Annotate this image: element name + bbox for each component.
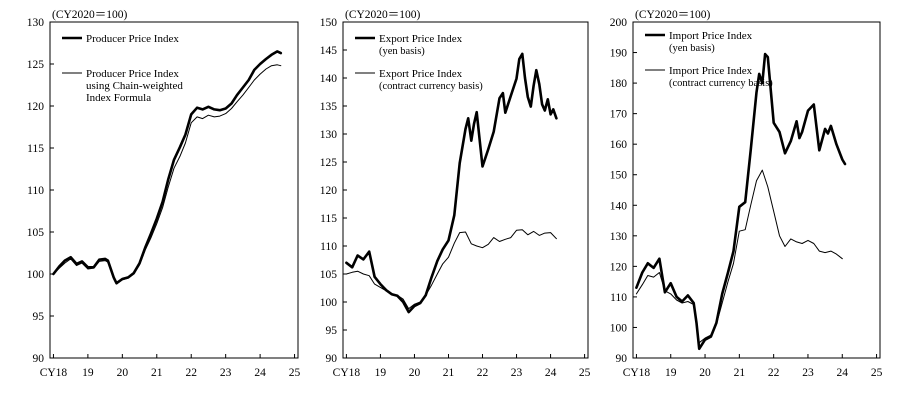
- chart-panel-3: (CY2020＝100) 90 100 110 120 130 140 150 160 170 18…: [610, 9, 883, 379]
- series-line-1: [345, 52, 558, 314]
- y-tick-label: 145: [320, 45, 338, 57]
- unit-label: (CY2020＝100): [52, 9, 128, 21]
- legend-label: Import Price Index: [669, 30, 753, 42]
- x-tick-label: 20: [699, 367, 711, 379]
- y-tick-label: 105: [27, 227, 45, 239]
- y-tick-label: 150: [610, 170, 628, 182]
- y-tick-label: 125: [320, 157, 338, 169]
- series-line-2: [52, 64, 282, 285]
- x-tick-label: CY18: [40, 367, 68, 379]
- y-tick-label: 100: [27, 269, 45, 281]
- chart-panel-1: (CY2020＝100) 90 95 100 105 110 115 120 125 130 CY1…: [27, 9, 301, 379]
- y-tick-label: 200: [610, 17, 628, 29]
- y-tick-label: 130: [610, 231, 628, 243]
- y-tick-label: 110: [27, 185, 44, 197]
- legend-entry-2: Import Price Index(contract currency bas…: [645, 65, 773, 89]
- series-line-2: [345, 229, 557, 310]
- legend-entry-1: Export Price Index(yen basis): [355, 33, 463, 57]
- x-tick-label: 19: [375, 367, 387, 379]
- x-tick-label: 19: [82, 367, 94, 379]
- y-tick-label: 90: [326, 353, 338, 365]
- x-tick-label: 24: [254, 367, 266, 379]
- x-tick-label: 23: [511, 367, 523, 379]
- x-tick-label: CY18: [623, 367, 651, 379]
- x-tick-label: 25: [289, 367, 301, 379]
- legend-label: Export Price Index: [379, 68, 463, 80]
- legend-label: (yen basis): [669, 43, 715, 54]
- legend-label: using Chain-weighted: [86, 80, 183, 92]
- x-tick-label: 24: [545, 367, 557, 379]
- legend-label: (contract currency basis): [379, 81, 483, 92]
- legend-label: Index Formula: [86, 92, 151, 104]
- y-tick-label: 140: [320, 73, 338, 85]
- x-tick-label: 23: [220, 367, 232, 379]
- y-tick-label: 160: [610, 139, 628, 151]
- y-tick-label: 100: [610, 322, 628, 334]
- y-tick-label: 130: [320, 129, 338, 141]
- y-tick-label: 180: [610, 78, 628, 90]
- x-tick-label: 19: [665, 367, 677, 379]
- x-tick-label: 22: [185, 367, 197, 379]
- legend-entry-1: Producer Price Index: [62, 33, 179, 45]
- x-tick-label: 21: [734, 367, 746, 379]
- legend-label: Export Price Index: [379, 33, 463, 45]
- y-tick-label: 95: [33, 311, 45, 323]
- legend-label: (yen basis): [379, 46, 425, 57]
- legend-label: Producer Price Index: [86, 68, 179, 80]
- x-tick-label: 21: [443, 367, 455, 379]
- y-tick-label: 90: [616, 353, 628, 365]
- x-tick-label: 20: [409, 367, 421, 379]
- y-tick-label: 140: [610, 200, 628, 212]
- unit-label: (CY2020＝100): [635, 9, 711, 21]
- y-tick-label: 90: [33, 353, 45, 365]
- series-line-1: [52, 50, 283, 285]
- y-tick-label: 120: [610, 261, 628, 273]
- y-tick-label: 130: [27, 17, 45, 29]
- y-tick-label: 150: [320, 17, 338, 29]
- y-tick-label: 170: [610, 109, 628, 121]
- y-tick-label: 135: [320, 101, 338, 113]
- x-tick-label: 20: [117, 367, 129, 379]
- x-tick-label: 22: [477, 367, 489, 379]
- legend-entry-1: Import Price Index(yen basis): [645, 30, 753, 54]
- y-tick-label: 120: [27, 101, 45, 113]
- legend-label: (contract currency basis): [669, 78, 773, 89]
- series-line-1: [635, 52, 847, 351]
- y-tick-label: 125: [27, 59, 45, 71]
- y-tick-label: 115: [27, 143, 44, 155]
- y-tick-label: 120: [320, 185, 338, 197]
- x-tick-label: 21: [151, 367, 163, 379]
- y-tick-label: 100: [320, 297, 338, 309]
- legend-entry-2: Export Price Index(contract currency bas…: [355, 68, 483, 92]
- legend-label: Producer Price Index: [86, 33, 179, 45]
- x-tick-label: 23: [802, 367, 814, 379]
- y-tick-label: 95: [326, 325, 338, 337]
- unit-label: (CY2020＝100): [345, 9, 421, 21]
- x-tick-label: 25: [871, 367, 883, 379]
- y-tick-label: 110: [320, 241, 337, 253]
- y-tick-label: 190: [610, 48, 628, 60]
- chart-panel-2: (CY2020＝100) 90 95 100 105 110 115 120 125 130 135…: [320, 9, 591, 379]
- x-tick-label: 22: [768, 367, 780, 379]
- plot-frame: [632, 21, 881, 359]
- x-tick-label: CY18: [333, 367, 361, 379]
- y-tick-label: 110: [610, 292, 627, 304]
- legend-label: Import Price Index: [669, 65, 753, 77]
- y-tick-label: 105: [320, 269, 338, 281]
- y-tick-label: 115: [320, 213, 337, 225]
- x-tick-label: 24: [837, 367, 849, 379]
- series-line-2: [635, 169, 843, 344]
- x-tick-label: 25: [579, 367, 591, 379]
